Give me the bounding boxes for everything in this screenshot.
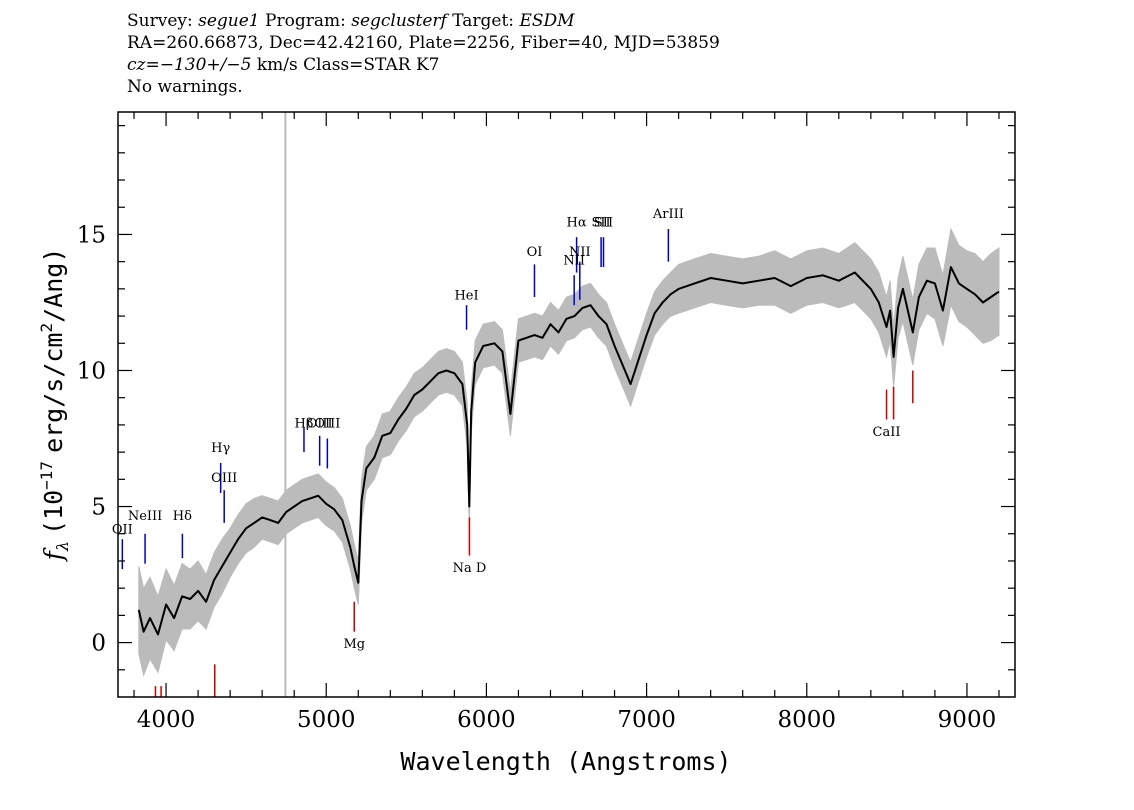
plot-area	[121, 112, 1000, 697]
error-band	[138, 227, 1000, 677]
header-line-coordinates: RA=260.66873, Dec=42.42160, Plate=2256, …	[127, 33, 720, 53]
program-label: Program:	[265, 11, 346, 31]
cz-unit: km/s	[256, 55, 298, 75]
emission-line-label: Hγ	[211, 441, 230, 456]
emission-line-label: HeI	[454, 289, 478, 304]
emission-line-label: OI	[527, 245, 543, 260]
emission-line-label: OIII	[307, 417, 333, 432]
y-axis-unit-end: /Ang)	[39, 248, 68, 323]
cz-value: cz=−130+/−5	[127, 55, 252, 75]
program-value: segclusterf	[351, 11, 447, 31]
x-tick-label: 6000	[457, 707, 516, 733]
emission-line-label: SII	[592, 215, 611, 230]
y-axis-subscript: λ	[53, 541, 72, 552]
y-axis-scale: (10	[39, 490, 68, 535]
survey-label: Survey:	[127, 11, 193, 31]
emission-line-label: Hα	[567, 215, 587, 230]
emission-line-label: NII	[563, 253, 585, 268]
emission-line-label: OIII	[211, 471, 237, 486]
emission-line-label: OIII	[314, 417, 340, 432]
y-tick-label: 5	[91, 495, 106, 521]
emission-line-label: NII	[569, 245, 591, 260]
y-tick-label: 15	[77, 222, 106, 248]
spectrum-header: Survey: segue1 Program: segclusterf Targ…	[127, 10, 720, 98]
plot-frame	[117, 111, 1016, 698]
axis-ticks	[118, 112, 1015, 697]
absorption-line-label: Mg	[343, 637, 365, 652]
y-axis-symbol: f	[39, 547, 68, 562]
header-line-warnings: No warnings.	[127, 77, 243, 97]
y-axis-exponent: −17	[37, 461, 56, 490]
y-axis-title: fλ (10−17 erg/s/cm2/Ang)	[37, 248, 72, 563]
y-tick-label: 10	[77, 358, 106, 384]
emission-line-label: Hδ	[173, 509, 192, 524]
x-tick-label: 4000	[137, 707, 196, 733]
header-line-survey: Survey: segue1 Program: segclusterf Targ…	[127, 10, 720, 32]
target-label: Target:	[452, 11, 515, 31]
x-tick-label: 7000	[617, 707, 676, 733]
spectrum-line	[137, 266, 1000, 636]
emission-line-label: NeIII	[128, 509, 162, 524]
emission-line-label: OII	[112, 523, 133, 538]
header-line-redshift: cz=−130+/−5 km/s Class=STAR K7	[127, 54, 720, 76]
y-axis-unit: erg/s/cm	[39, 333, 68, 453]
target-value: ESDM	[519, 11, 575, 31]
survey-value: segue1	[198, 11, 260, 31]
emission-line-label: SII	[594, 215, 613, 230]
x-axis-title: Wavelength (Angstroms)	[400, 747, 731, 776]
x-tick-label: 5000	[297, 707, 356, 733]
emission-line-label: Hβ	[295, 417, 314, 432]
spectral-lines	[121, 229, 914, 697]
x-tick-label: 9000	[938, 707, 997, 733]
tick-labels: 4000 5000 6000 7000 8000 9000 0 5 10 15	[77, 222, 997, 733]
emission-line-label: ArIII	[652, 207, 684, 222]
x-tick-label: 8000	[777, 707, 836, 733]
absorption-line-label: CaII	[873, 425, 901, 440]
y-tick-label: 0	[91, 631, 106, 657]
absorption-line-label: Na D	[453, 561, 487, 576]
class-text: Class=STAR K7	[303, 55, 440, 75]
y-axis-unit-exponent: 2	[37, 323, 56, 333]
